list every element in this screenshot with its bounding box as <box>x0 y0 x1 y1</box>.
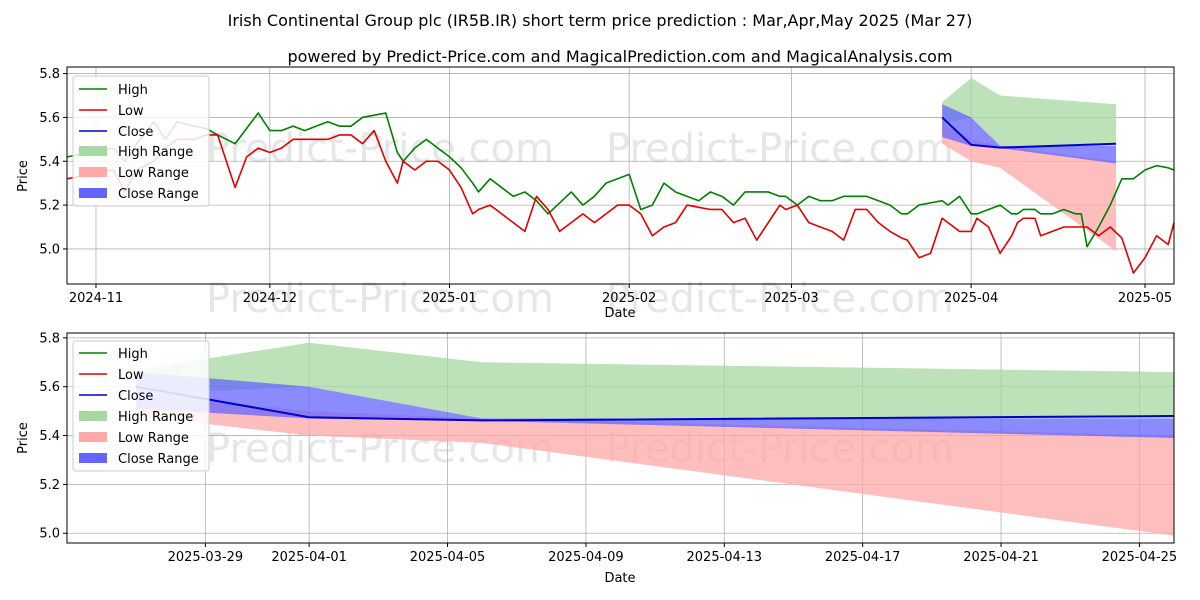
top-xtick-label-3: 2025-02 <box>602 291 656 306</box>
bottom-legend: High Low Close High Range Low Range Clos… <box>72 340 210 472</box>
top-close-line <box>941 116 1117 149</box>
bottom-xtick-label-6: 2025-04-21 <box>963 550 1039 565</box>
top-high-line <box>66 112 1175 248</box>
bottom-ytick-label-4: 5.8 <box>39 331 60 346</box>
bottom-xtick-label-3: 2025-04-09 <box>548 550 624 565</box>
bottom-legend-close: Close <box>118 389 153 404</box>
top-xtick-label-1: 2024-12 <box>243 291 297 306</box>
top-ticks: 2024-11 2024-12 2025-01 2025-02 2025-03 2025-… <box>39 67 1172 306</box>
top-low-line <box>66 129 1175 274</box>
top-xtick-label-6: 2025-05 <box>1118 291 1172 306</box>
chart-title: Irish Continental Group plc (IR5B.IR) sh… <box>228 11 973 30</box>
bottom-ytick-label-2: 5.4 <box>39 429 60 444</box>
bottom-xtick-label-2: 2025-04-05 <box>410 550 486 565</box>
bottom-legend-low-range: Low Range <box>118 431 189 446</box>
top-close-range-band <box>942 104 1117 164</box>
bottom-ticks: 2025-03-29 2025-04-01 2025-04-05 2025-04-09… <box>39 331 1177 565</box>
top-legend-high: High <box>118 83 148 98</box>
top-ytick-label-0: 5.0 <box>39 242 60 257</box>
bottom-legend-high: High <box>118 347 148 362</box>
top-legend-swatch-close-range <box>79 188 107 198</box>
bottom-high-range-band <box>136 342 1174 419</box>
top-legend-low-range: Low Range <box>118 166 189 181</box>
bottom-ytick-label-3: 5.6 <box>39 380 60 395</box>
bottom-legend-close-range: Close Range <box>118 452 199 467</box>
bottom-xtick-label-0: 2025-03-29 <box>168 550 244 565</box>
bottom-close-line <box>136 385 1175 422</box>
bottom-xtick-label-1: 2025-04-01 <box>271 550 347 565</box>
top-xtick-label-5: 2025-04 <box>944 291 998 306</box>
bottom-ytick-label-0: 5.0 <box>39 527 60 542</box>
top-ylabel: Price <box>16 160 31 192</box>
top-ytick-label-2: 5.4 <box>39 155 60 170</box>
top-legend-close-range: Close Range <box>118 187 199 202</box>
top-axes-frame <box>66 66 1175 285</box>
top-legend: High Low Close High Range Low Range Clos… <box>72 75 210 207</box>
bottom-ytick-label-1: 5.2 <box>39 478 60 493</box>
top-bands <box>942 77 1117 252</box>
top-ytick-label-4: 5.8 <box>39 67 60 82</box>
bottom-panel: Predict-Price.com Predict-Price.com 2025… <box>16 331 1177 586</box>
bottom-xtick-label-4: 2025-04-13 <box>687 550 763 565</box>
bottom-lines <box>136 385 1175 422</box>
bottom-legend-swatch-close-range <box>79 453 107 463</box>
chart-subtitle: powered by Predict-Price.com and Magical… <box>287 47 952 66</box>
top-xtick-label-4: 2025-03 <box>764 291 818 306</box>
bottom-ylabel: Price <box>16 422 31 454</box>
bottom-bands <box>136 342 1174 536</box>
bottom-legend-swatch-high-range <box>79 411 107 421</box>
top-high-range-band <box>942 77 1117 146</box>
top-lines <box>66 112 1175 274</box>
bottom-xtick-label-5: 2025-04-17 <box>825 550 901 565</box>
top-legend-high-range: High Range <box>118 145 193 160</box>
top-legend-low: Low <box>118 104 144 119</box>
top-watermark-1: Predict-Price.com <box>206 126 554 172</box>
top-xtick-label-2: 2025-01 <box>422 291 476 306</box>
top-ytick-label-1: 5.2 <box>39 199 60 214</box>
top-ytick-label-3: 5.6 <box>39 111 60 126</box>
bottom-xtick-label-7: 2025-04-25 <box>1102 550 1178 565</box>
bottom-legend-high-range: High Range <box>118 410 193 425</box>
bottom-axes-frame <box>66 332 1175 544</box>
bottom-xlabel: Date <box>604 571 635 586</box>
top-legend-swatch-high-range <box>79 146 107 156</box>
top-legend-swatch-low-range <box>79 167 107 177</box>
top-xtick-label-0: 2024-11 <box>69 291 123 306</box>
top-legend-close: Close <box>118 125 153 140</box>
bottom-close-range-band <box>136 372 1174 438</box>
bottom-legend-low: Low <box>118 368 144 383</box>
top-watermark-2: Predict-Price.com <box>606 126 954 172</box>
top-panel: Predict-Price.com Predict-Price.com Pred… <box>16 66 1175 322</box>
bottom-legend-swatch-low-range <box>79 432 107 442</box>
top-xlabel: Date <box>604 306 635 321</box>
